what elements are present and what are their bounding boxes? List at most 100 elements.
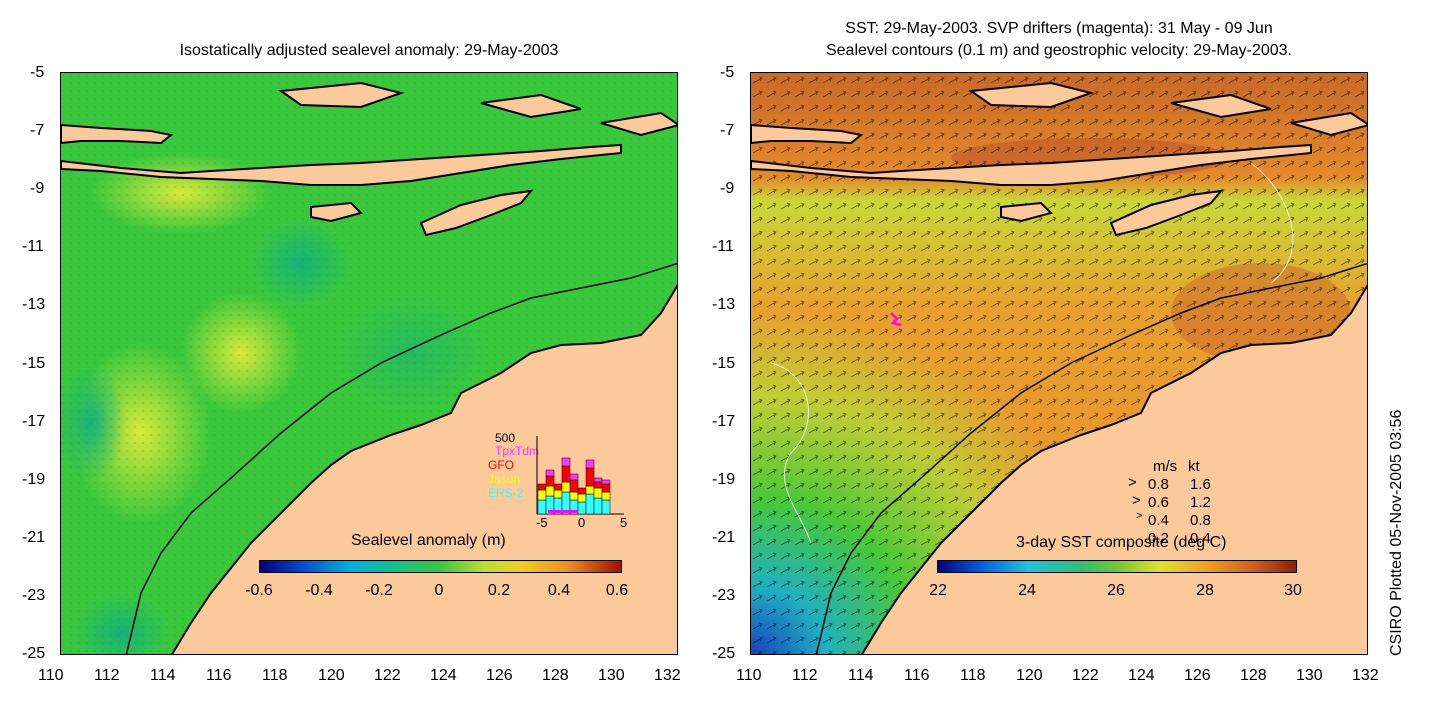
- velocity-legend-ms-1: 0.6: [1148, 494, 1169, 511]
- left-lat-tick: -15: [22, 355, 46, 372]
- left-lat-tick: -11: [22, 238, 44, 255]
- velocity-legend-kt-0: 1.6: [1190, 476, 1211, 493]
- left-lon-tick: 128: [542, 667, 569, 684]
- left-lon-tick: 118: [262, 667, 288, 684]
- left-lat-tick: -23: [22, 587, 46, 604]
- left-lat-tick: -19: [22, 471, 46, 488]
- right-colorbar-tick-0: 22: [929, 582, 947, 599]
- left-lat-tick: -7: [30, 122, 45, 139]
- right-lon-tick: 122: [1072, 667, 1099, 684]
- right-lat-tick: -13: [712, 296, 736, 313]
- sealevel-anomaly-map: [60, 72, 678, 655]
- timor-island: [1109, 189, 1224, 237]
- left-lon-tick: 126: [486, 667, 513, 684]
- histogram-xtick-5: 5: [620, 515, 628, 530]
- histogram-stack-8: [593, 477, 603, 515]
- velocity-legend-kt-2: 0.8: [1190, 512, 1211, 529]
- velocity-arrow-icon: >: [1128, 474, 1137, 491]
- left-lon-tick: 112: [94, 667, 120, 684]
- histogram-bars: [536, 436, 624, 515]
- right-lon-tick: 132: [1352, 667, 1379, 684]
- right-lon-tick: 112: [792, 667, 818, 684]
- left-lat-tick: -17: [22, 413, 46, 430]
- right-lat-tick: -17: [712, 413, 736, 430]
- left-lon-tick: 122: [374, 667, 401, 684]
- velocity-legend-kt-1: 1.2: [1190, 494, 1211, 511]
- mission-label-gfo: GFO: [488, 458, 514, 472]
- right-lat-tick: -19: [712, 471, 736, 488]
- svp-drifter-track: [890, 312, 902, 327]
- velocity-legend-kt-3: 0.4: [1190, 530, 1211, 547]
- left-lon-tick: 116: [206, 667, 232, 684]
- left-colorbar-tick-6: 0.6: [605, 582, 629, 599]
- right-lat-tick: -11: [712, 238, 734, 255]
- velocity-legend-ms-0: 0.8: [1148, 476, 1169, 493]
- left-colorbar-tick-0: -0.6: [245, 582, 273, 599]
- right-lat-tick: -5: [720, 64, 735, 81]
- histogram-stack-9: [601, 479, 611, 515]
- left-lon-tick: 110: [38, 667, 64, 684]
- left-colorbar: [259, 560, 622, 573]
- java-island: [751, 123, 864, 145]
- left-lon-tick: 130: [598, 667, 625, 684]
- right-lat-tick: -9: [720, 180, 735, 197]
- histogram-xtick-0: 0: [578, 515, 586, 530]
- histogram-stack-4: [561, 457, 571, 515]
- right-lon-tick: 120: [1016, 667, 1043, 684]
- left-lon-tick: 114: [150, 667, 176, 684]
- plot-credit: CSIRO Plotted 05-Nov-2005 03:56: [1388, 409, 1405, 656]
- shelf-contour: [815, 262, 1367, 654]
- java-island: [61, 123, 174, 145]
- right-colorbar-title: 3-day SST composite (deg C): [1016, 534, 1227, 551]
- left-lat-tick: -13: [22, 296, 46, 313]
- right-lon-tick: 128: [1240, 667, 1267, 684]
- right-panel-title-line1: SST: 29-May-2003. SVP drifters (magenta)…: [845, 20, 1273, 37]
- left-lon-tick: 120: [318, 667, 345, 684]
- left-lat-tick: -5: [30, 64, 45, 81]
- right-lat-tick: -21: [712, 529, 736, 546]
- right-lat-tick: -15: [712, 355, 736, 372]
- left-colorbar-tick-3: 0: [434, 582, 444, 599]
- right-lon-tick: 130: [1296, 667, 1323, 684]
- left-colorbar-tick-5: 0.4: [547, 582, 571, 599]
- mission-label-tpxtdm: TpxTdm: [495, 444, 540, 458]
- banda-islands: [278, 81, 677, 137]
- lesser-sunda-islands: [61, 143, 622, 186]
- right-lon-tick: 118: [960, 667, 986, 684]
- shelf-contour: [125, 262, 677, 654]
- mission-label-ers2: ERS-2: [488, 486, 524, 500]
- left-lat-tick: -9: [30, 180, 45, 197]
- velocity-arrow-icon: >: [1132, 492, 1141, 509]
- right-lon-tick: 124: [1128, 667, 1155, 684]
- left-colorbar-tick-4: 0.2: [487, 582, 511, 599]
- right-colorbar-tick-2: 26: [1107, 582, 1125, 599]
- left-lon-tick: 124: [430, 667, 457, 684]
- right-colorbar-tick-1: 24: [1018, 582, 1036, 599]
- right-lat-tick: -7: [720, 122, 735, 139]
- right-lon-tick: 116: [904, 667, 930, 684]
- velocity-legend-header-kt: kt: [1188, 458, 1200, 475]
- histogram-stack-3: [553, 483, 563, 515]
- velocity-arrow-icon: >: [1136, 510, 1143, 522]
- banda-islands: [968, 81, 1367, 137]
- histogram-xtick-neg5: -5: [536, 515, 548, 530]
- left-colorbar-tick-2: -0.2: [365, 582, 393, 599]
- right-panel-title-line2: Sealevel contours (0.1 m) and geostrophi…: [825, 42, 1292, 59]
- left-lon-tick: 132: [654, 667, 681, 684]
- left-panel-title: Isostatically adjusted sealevel anomaly:…: [179, 42, 559, 59]
- histogram-count-label: 500: [495, 431, 516, 445]
- lesser-sunda-islands: [751, 143, 1312, 186]
- timor-island: [419, 189, 534, 237]
- right-colorbar-tick-4: 30: [1284, 582, 1302, 599]
- right-lon-tick: 114: [848, 667, 874, 684]
- histogram-date-marks: [548, 510, 578, 513]
- mission-label-jason: Jason: [488, 472, 521, 486]
- velocity-legend-header-ms: m/s: [1153, 458, 1178, 475]
- velocity-legend-ms-2: 0.4: [1148, 512, 1169, 529]
- sumba-island: [1000, 201, 1053, 223]
- histogram-stack-6: [577, 487, 587, 515]
- right-lon-tick: 110: [736, 667, 762, 684]
- right-lat-tick: -25: [712, 645, 736, 662]
- left-lat-tick: -25: [22, 645, 46, 662]
- satellite-histogram: 500 TpxTdm GFO Jason ERS-2 -5 0 5: [470, 431, 630, 530]
